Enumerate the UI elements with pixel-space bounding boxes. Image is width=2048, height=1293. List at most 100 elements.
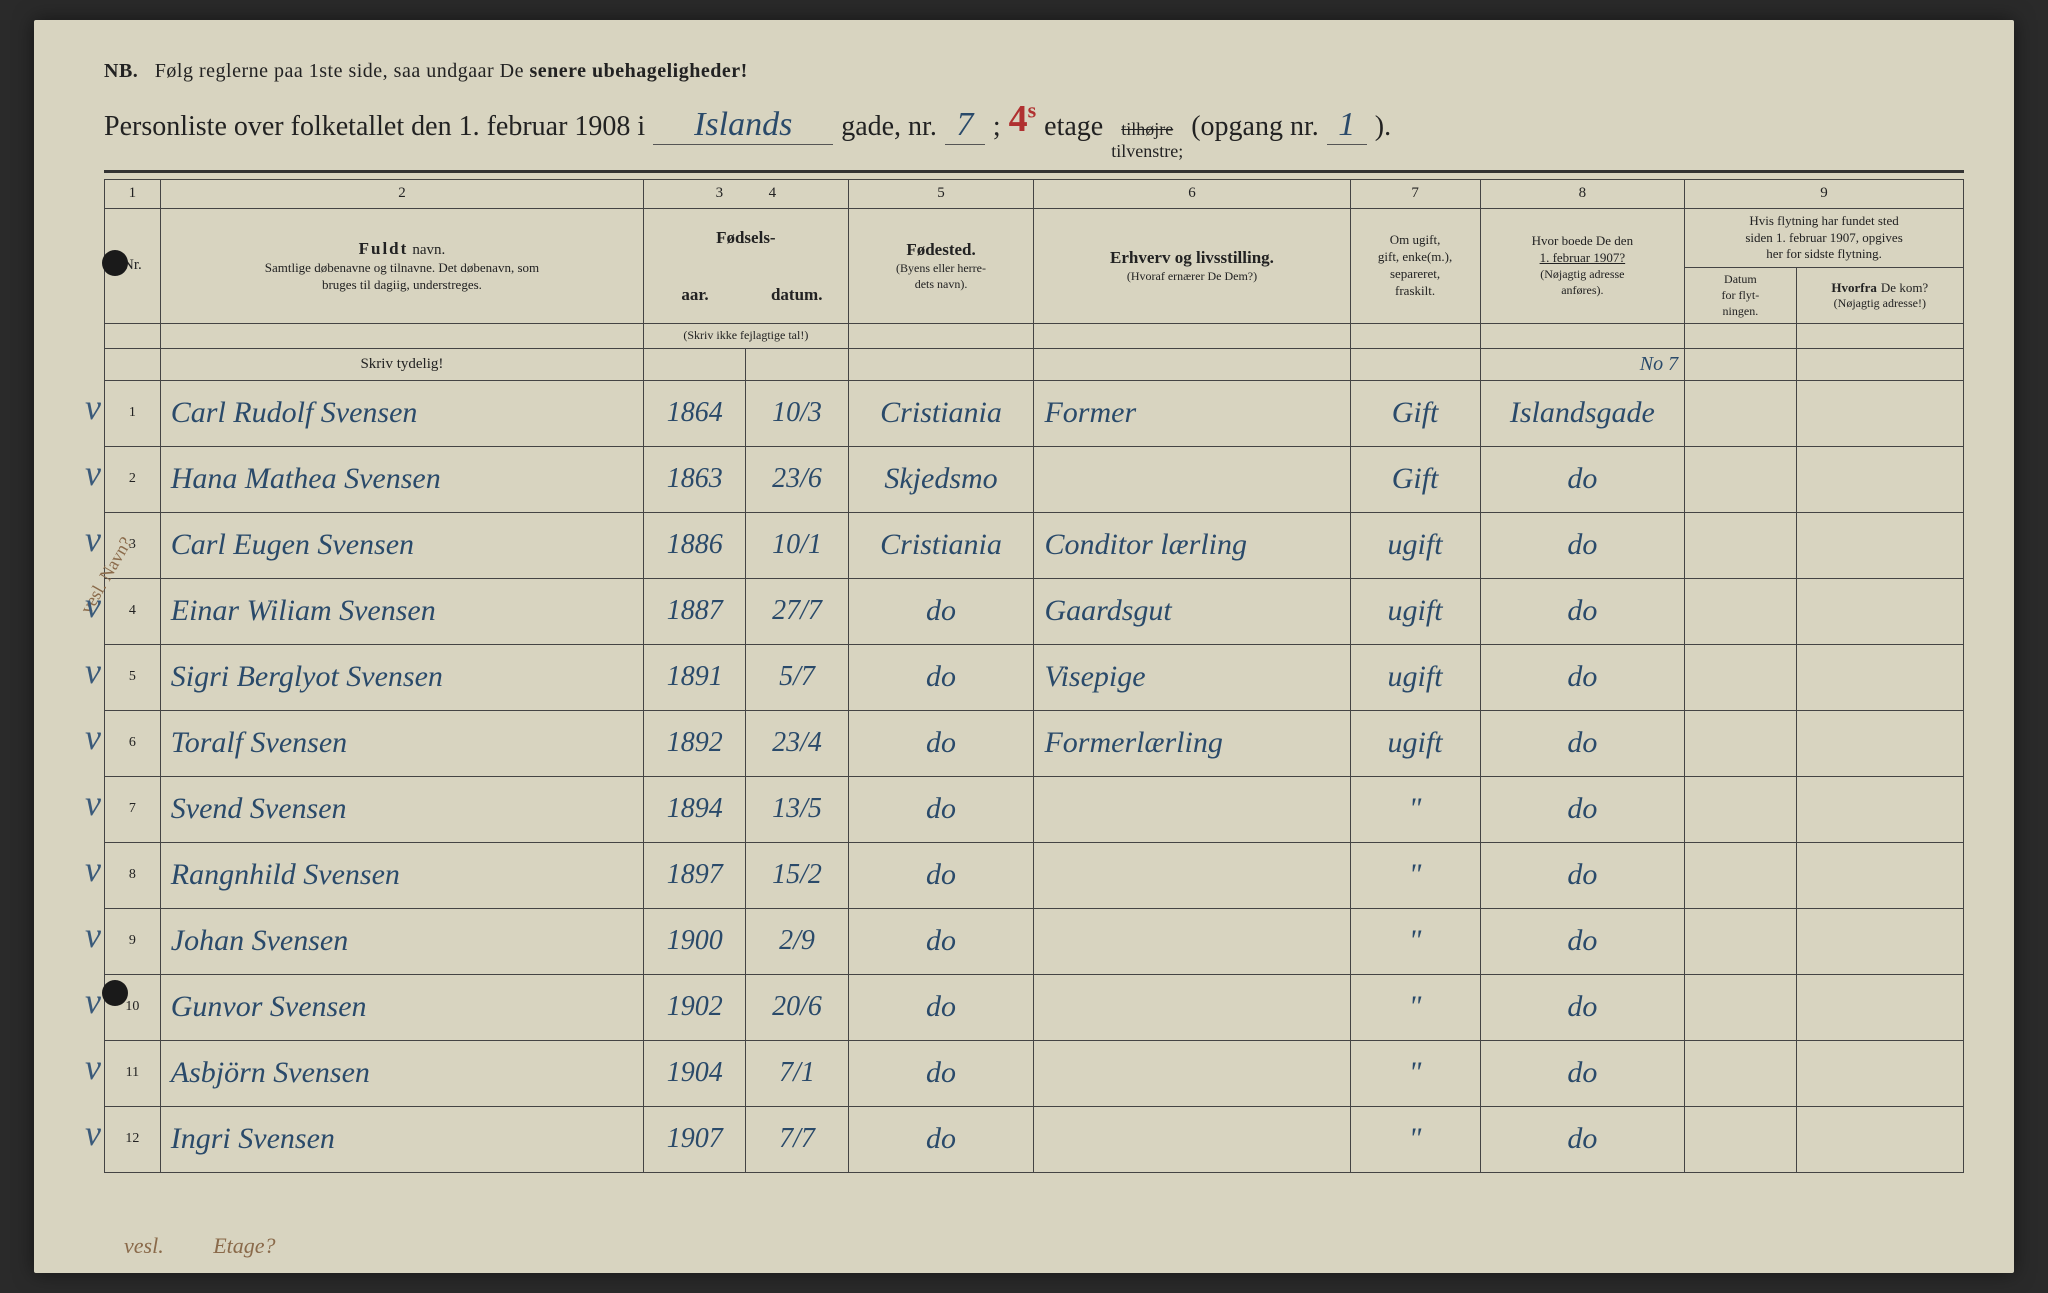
cell-flyt-date (1685, 512, 1797, 578)
hdr-aar: aar. (644, 268, 746, 324)
cell-occupation (1034, 974, 1350, 1040)
cell-nr: v12 (105, 1106, 161, 1172)
hdr-fodsels: Fødsels- (644, 208, 848, 268)
cell-addr: do (1480, 1106, 1684, 1172)
cell-flyt-date (1685, 446, 1797, 512)
table-row: v9Johan Svensen19002/9do"do (105, 908, 1964, 974)
opgang-b: ). (1375, 111, 1391, 143)
cell-date: 13/5 (746, 776, 848, 842)
cell-nr: v8 (105, 842, 161, 908)
cell-flyt-date (1685, 776, 1797, 842)
cell-addr: do (1480, 644, 1684, 710)
title-etage: etage (1044, 111, 1103, 143)
cell-date: 10/1 (746, 512, 848, 578)
cell-date: 20/6 (746, 974, 848, 1040)
cell-addr: Islandsgade (1480, 380, 1684, 446)
table-row: v10Gunvor Svensen190220/6do"do (105, 974, 1964, 1040)
cell-civil: ugift (1350, 710, 1480, 776)
cell-birthplace: do (848, 1106, 1034, 1172)
nb-line: NB. Følg reglerne paa 1ste side, saa und… (104, 60, 1964, 83)
cell-flyt-date (1685, 644, 1797, 710)
fill-street: Islands (653, 106, 833, 145)
cell-addr: do (1480, 512, 1684, 578)
bottom-note: vesl. Etage? (124, 1233, 276, 1259)
cell-year: 1864 (644, 380, 746, 446)
red-floor: 4s (1009, 97, 1037, 141)
hdr-navn: Fuldt navn. Samtlige døbenavne og tilnav… (160, 208, 643, 323)
cell-birthplace: do (848, 974, 1034, 1040)
cell-occupation (1034, 776, 1350, 842)
nb-text-a: Følg reglerne paa 1ste side, saa undgaar… (155, 60, 524, 82)
cell-nr: v6 (105, 710, 161, 776)
cell-occupation: Visepige (1034, 644, 1350, 710)
cell-occupation (1034, 1040, 1350, 1106)
hdr-boede: Hvor boede De den 1. februar 1907? (Nøja… (1480, 208, 1684, 323)
cell-name: Gunvor Svensen (160, 974, 643, 1040)
cell-birthplace: do (848, 1040, 1034, 1106)
red-floor-num: 4 (1009, 98, 1028, 140)
cell-addr: do (1480, 446, 1684, 512)
cell-flyt-date (1685, 380, 1797, 446)
cell-flyt-from (1796, 1040, 1963, 1106)
cell-nr: v1 (105, 380, 161, 446)
cell-civil: " (1350, 842, 1480, 908)
tilhojre: tilhøjre (1121, 119, 1173, 141)
cell-civil: ugift (1350, 644, 1480, 710)
cell-flyt-from (1796, 380, 1963, 446)
coln-7: 7 (1350, 180, 1480, 209)
cell-name: Ingri Svensen (160, 1106, 643, 1172)
cell-civil: " (1350, 1040, 1480, 1106)
coln-34: 3 4 (644, 180, 848, 209)
tilvenstre: tilvenstre; (1111, 141, 1183, 163)
cell-date: 10/3 (746, 380, 848, 446)
cell-flyt-from (1796, 974, 1963, 1040)
cell-year: 1907 (644, 1106, 746, 1172)
cell-name: Johan Svensen (160, 908, 643, 974)
hdr-civil: Om ugift, gift, enke(m.), separeret, fra… (1350, 208, 1480, 323)
table-row: v7Svend Svensen189413/5do"do (105, 776, 1964, 842)
title-row: Personliste over folketallet den 1. febr… (104, 101, 1964, 173)
cell-year: 1904 (644, 1040, 746, 1106)
cell-name: Asbjörn Svensen (160, 1040, 643, 1106)
fill-opgang: 1 (1327, 106, 1367, 145)
skriv-tydelig: Skriv tydelig! (160, 348, 643, 380)
table-row: v1Carl Rudolf Svensen186410/3CristianiaF… (105, 380, 1964, 446)
fill-nr: 7 (945, 106, 985, 145)
table-row: v3Carl Eugen Svensen188610/1CristianiaCo… (105, 512, 1964, 578)
addr-note: No 7 (1480, 348, 1684, 380)
cell-occupation (1034, 1106, 1350, 1172)
cell-addr: do (1480, 974, 1684, 1040)
cell-birthplace: Cristiania (848, 512, 1034, 578)
cell-nr: v4 (105, 578, 161, 644)
red-floor-sup: s (1028, 97, 1037, 122)
title-main: Personliste over folketallet den 1. febr… (104, 111, 645, 143)
cell-year: 1894 (644, 776, 746, 842)
coln-2: 2 (160, 180, 643, 209)
cell-nr: v3 (105, 512, 161, 578)
census-table: 1 2 3 4 5 6 7 8 9 Nr. Fuldt navn. Samtli… (104, 179, 1964, 1173)
cell-flyt-from (1796, 908, 1963, 974)
cell-nr: v10 (105, 974, 161, 1040)
cell-occupation (1034, 446, 1350, 512)
cell-name: Toralf Svensen (160, 710, 643, 776)
cell-flyt-from (1796, 842, 1963, 908)
cell-flyt-date (1685, 710, 1797, 776)
punch-hole-top (102, 250, 128, 276)
cell-nr: v5 (105, 644, 161, 710)
cell-flyt-from (1796, 578, 1963, 644)
cell-year: 1886 (644, 512, 746, 578)
cell-civil: " (1350, 908, 1480, 974)
cell-occupation: Formerlærling (1034, 710, 1350, 776)
cell-nr: v11 (105, 1040, 161, 1106)
cell-birthplace: do (848, 842, 1034, 908)
table-row: v8Rangnhild Svensen189715/2do"do (105, 842, 1964, 908)
hdr-flyt-top: Hvis flytning har fundet sted siden 1. f… (1685, 208, 1964, 268)
cell-flyt-from (1796, 446, 1963, 512)
hdr-datum: datum. (746, 268, 848, 324)
cell-date: 15/2 (746, 842, 848, 908)
cell-date: 23/4 (746, 710, 848, 776)
cell-occupation: Conditor lærling (1034, 512, 1350, 578)
cell-name: Carl Rudolf Svensen (160, 380, 643, 446)
cell-addr: do (1480, 710, 1684, 776)
cell-year: 1900 (644, 908, 746, 974)
